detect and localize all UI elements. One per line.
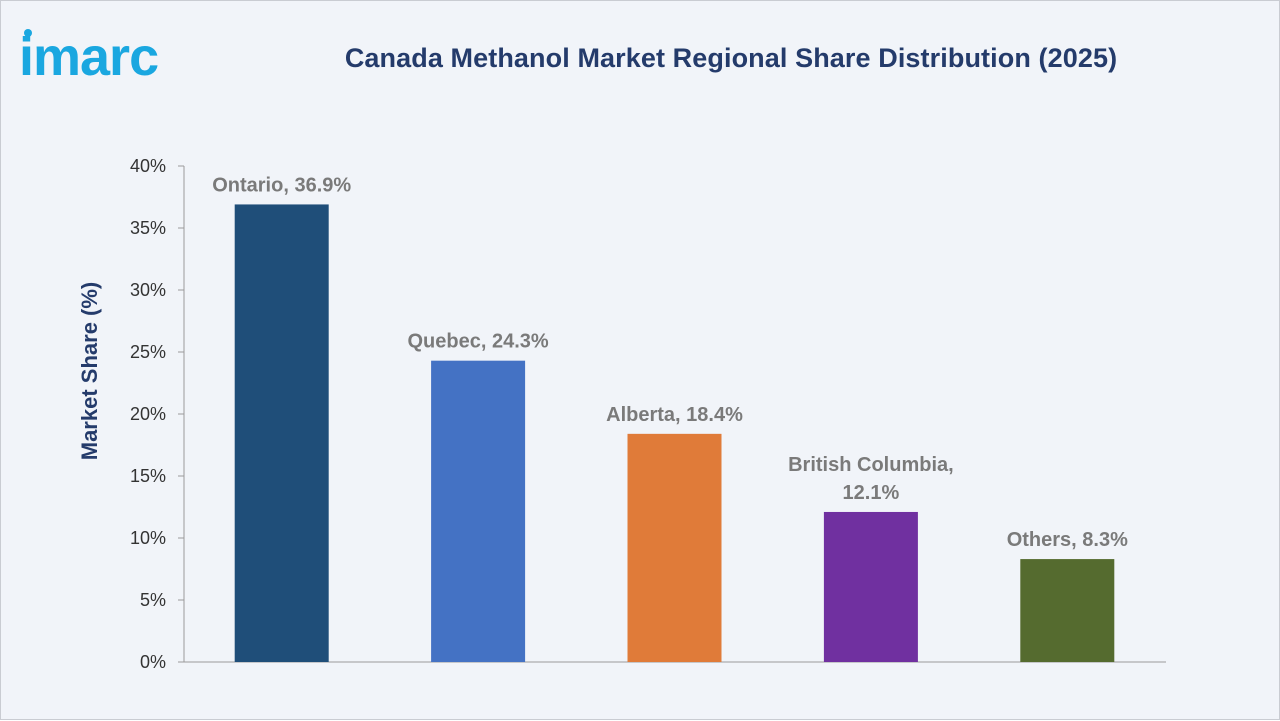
bars-group <box>234 204 1115 662</box>
y-tick-label: 40% <box>130 156 166 176</box>
y-tick-label: 15% <box>130 466 166 486</box>
logo-dot <box>24 29 32 37</box>
bar-alberta <box>627 433 722 662</box>
y-tick-label: 10% <box>130 528 166 548</box>
y-tick-label: 30% <box>130 280 166 300</box>
axes-group: 0% 5% 10% 15% 20% 25% 30% 35% 40% <box>130 156 1166 672</box>
data-label: Quebec, 24.3% <box>408 331 549 353</box>
y-axis-title: Market Share (%) <box>77 282 102 461</box>
data-label: 12.1% <box>843 482 900 504</box>
bar-ontario <box>234 204 329 662</box>
y-tick-label: 35% <box>130 218 166 238</box>
data-label: Others, 8.3% <box>1007 529 1128 551</box>
bar-others <box>1020 559 1115 662</box>
data-label: Alberta, 18.4% <box>606 404 743 426</box>
data-label: Ontario, 36.9% <box>212 174 351 196</box>
data-labels-group: Ontario, 36.9% Quebec, 24.3% Alberta, 18.4… <box>212 174 1128 551</box>
y-tick-label: 0% <box>140 652 166 672</box>
y-tick-label: 20% <box>130 404 166 424</box>
y-tick-label: 25% <box>130 342 166 362</box>
y-tick-label: 5% <box>140 590 166 610</box>
logo-text: imarc <box>19 29 158 87</box>
bar-british-columbia <box>823 511 918 662</box>
data-label: British Columbia, <box>788 454 954 476</box>
chart-title: Canada Methanol Market Regional Share Di… <box>344 43 1118 73</box>
imarc-logo: imarc <box>19 29 159 87</box>
bar-quebec <box>431 360 526 662</box>
